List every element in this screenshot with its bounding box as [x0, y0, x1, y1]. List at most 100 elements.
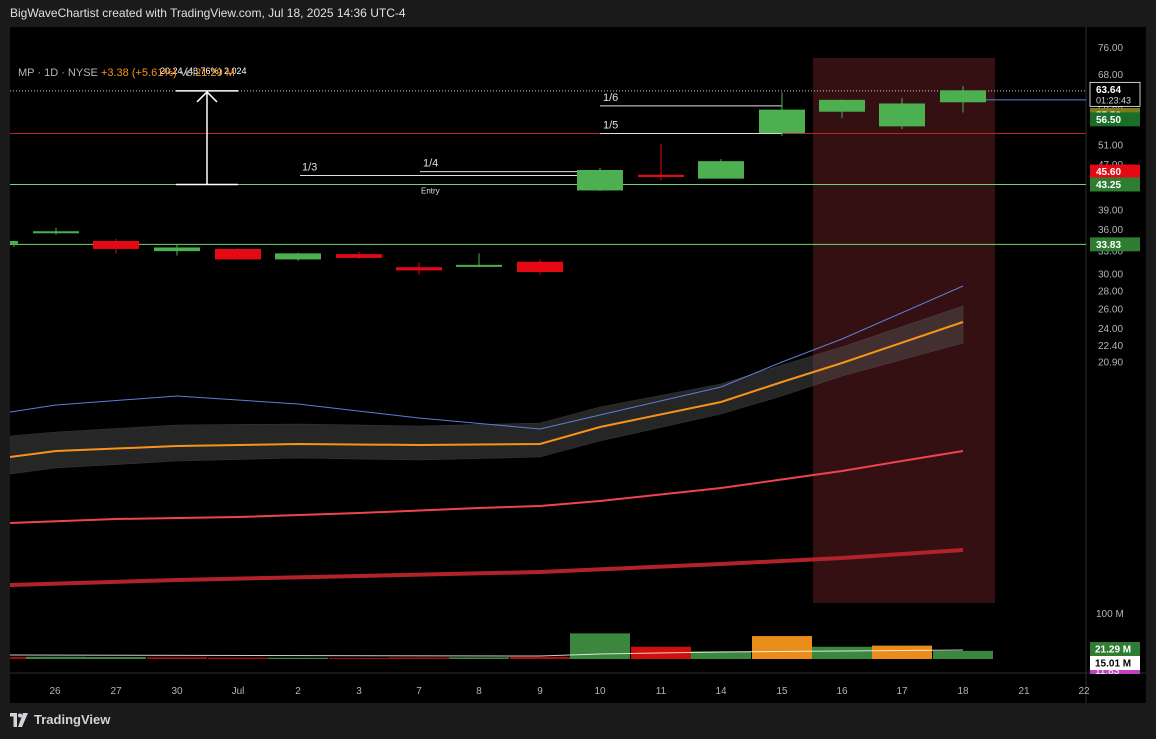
candle-body	[940, 90, 986, 103]
volume-label: Vol	[179, 67, 196, 79]
measure-arrow-head	[196, 90, 218, 103]
volume-axis-max: 100 M	[1096, 609, 1124, 620]
time-tick-label: 22	[1078, 686, 1090, 697]
highlight-zone	[813, 58, 995, 603]
volume-ma-line	[10, 649, 964, 657]
candle-body	[638, 174, 684, 177]
volume-badge	[1090, 642, 1140, 656]
time-tick-label: Jul	[232, 686, 245, 697]
price-tick-label: 84.00	[1098, 27, 1123, 30]
price-tick-label: 51.00	[1098, 140, 1123, 151]
candle-body	[879, 103, 925, 127]
price-tick-label: 33.00	[1098, 246, 1123, 257]
candle-body	[275, 253, 321, 260]
volume-bar	[389, 657, 449, 659]
price-tick-label: 76.00	[1098, 43, 1123, 54]
time-tick-label: 11	[656, 686, 667, 697]
price-tick-label: 36.00	[1098, 225, 1123, 236]
volume-value: 21.29 M	[195, 67, 235, 79]
volume-bar	[268, 657, 328, 659]
candle-body	[154, 247, 200, 252]
price-badge	[1090, 112, 1140, 127]
price-badge	[1090, 237, 1140, 252]
level-4-label: 1/4	[423, 158, 438, 170]
ema-band	[10, 305, 964, 475]
candle-body	[33, 231, 79, 234]
volume-badge	[1090, 670, 1140, 674]
time-tick-label: 30	[171, 686, 183, 697]
volume-bar	[812, 646, 872, 659]
price-tick-label: 39.00	[1098, 206, 1123, 217]
volume-bar	[510, 656, 570, 659]
time-tick-label: 2	[295, 686, 301, 697]
time-tick-label: 8	[476, 686, 482, 697]
price-tick-label: 26.00	[1098, 305, 1123, 316]
time-tick-label: 26	[49, 686, 61, 697]
time-tick-label: 10	[594, 686, 606, 697]
volume-badge-text: 21.29 M	[1095, 645, 1131, 656]
tradingview-logo-icon	[10, 712, 28, 727]
ema-orange-line	[10, 321, 964, 458]
time-tick-label: 7	[416, 686, 422, 697]
price-tick-label: 22.40	[1098, 341, 1123, 352]
volume-bar	[147, 657, 207, 659]
price-badge	[1090, 164, 1140, 179]
time-tick-label: 27	[110, 686, 122, 697]
countdown-text: 01:23:43	[1096, 95, 1131, 105]
volume-bar	[329, 657, 389, 659]
volume-bar	[752, 636, 812, 659]
price-badge-text: 63.64	[1096, 85, 1121, 96]
candle-body	[698, 161, 744, 179]
price-tick-label: 28.00	[1098, 286, 1123, 297]
candle-body	[10, 240, 18, 244]
price-badge-text: 43.25	[1096, 180, 1121, 191]
price-change: +3.38 (+5.61%)	[100, 67, 177, 79]
price-badge-text: 45.60	[1096, 167, 1121, 178]
volume-bar	[26, 656, 86, 659]
sma-red-line	[10, 450, 964, 524]
volume-bar	[449, 657, 509, 659]
volume-bar	[86, 657, 146, 659]
price-badge	[1089, 81, 1141, 107]
volume-badge-text: 15.01 M	[1095, 659, 1131, 670]
tradingview-footer[interactable]: TradingView	[10, 712, 110, 727]
time-tick-label: 21	[1018, 686, 1030, 697]
symbol-info: MP · 1D · NYSE	[18, 67, 98, 79]
price-tick-label: 68.00	[1098, 70, 1123, 81]
measure-label: 20.24 (46.76%) 2,024	[160, 66, 247, 76]
time-tick-label: 9	[537, 686, 543, 697]
candle-body	[517, 261, 563, 273]
entry-label: Entry	[421, 186, 440, 195]
price-badge-text: 56.50	[1096, 115, 1121, 126]
level-3-label: 1/3	[302, 161, 317, 173]
volume-bar	[872, 645, 932, 659]
candle-body	[396, 267, 442, 271]
long-ma-line	[10, 548, 964, 587]
time-tick-label: 17	[896, 686, 908, 697]
price-tick-label: 24.00	[1098, 324, 1123, 335]
candle-body	[759, 109, 805, 134]
time-tick-label: 14	[715, 686, 727, 697]
level-6-label: 1/6	[603, 92, 618, 104]
brand-name: TradingView	[34, 712, 111, 727]
level-5-label: 1/5	[603, 120, 618, 132]
time-tick-label: 16	[836, 686, 848, 697]
time-tick-label: 15	[776, 686, 788, 697]
volume-bar	[10, 657, 40, 659]
price-tick-label: 20.90	[1098, 358, 1123, 369]
volume-badge	[1090, 656, 1140, 670]
volume-bar	[933, 650, 993, 659]
volume-bar	[691, 651, 751, 659]
candle-body	[215, 248, 261, 260]
candle-body	[819, 99, 865, 112]
symbol-legend: MP · 1D · NYSE +3.38 (+5.61%) Vol21.29 M	[18, 67, 235, 79]
candle-body	[93, 240, 139, 249]
blue-ma-line	[10, 285, 964, 430]
time-tick-label: 18	[957, 686, 969, 697]
time-tick-label: 3	[356, 686, 362, 697]
candle-body	[336, 254, 382, 258]
candle-body	[577, 169, 623, 191]
price-badge	[1090, 177, 1140, 192]
